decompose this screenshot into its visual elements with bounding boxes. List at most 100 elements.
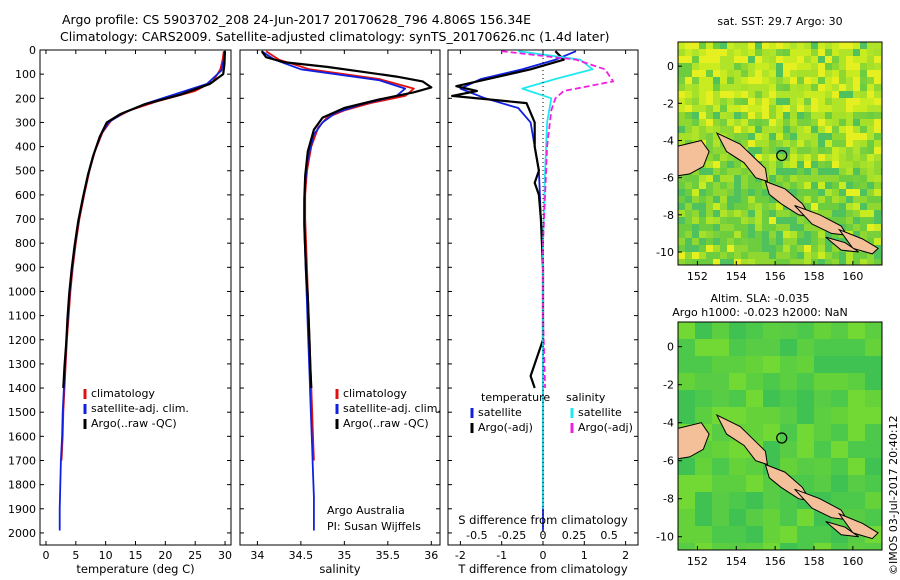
sst-map-cell — [832, 105, 839, 112]
sst-map-cell — [755, 42, 762, 49]
sst-map-cell — [818, 189, 825, 196]
sst-map-cell — [748, 140, 755, 147]
sst-map-cell — [713, 154, 720, 161]
sst-map-cell — [832, 147, 839, 154]
sst-map-cell — [755, 105, 762, 112]
sst-map-cell — [699, 245, 706, 252]
sla-map-cell — [831, 543, 848, 550]
sla-map-cell — [695, 339, 712, 356]
sst-map-cell — [762, 147, 769, 154]
sst-map-cell — [797, 168, 804, 175]
sst-map-cell — [776, 56, 783, 63]
sst-map-cell — [713, 63, 720, 70]
sst-map-cell — [685, 119, 692, 126]
sst-map-cell — [720, 56, 727, 63]
sla-map-cell — [780, 492, 797, 509]
sla-map-cell — [729, 407, 746, 424]
sst-map-cell — [860, 63, 867, 70]
sst-map-cell — [741, 182, 748, 189]
sst-map-cell — [727, 77, 734, 84]
sst-map-cell — [727, 238, 734, 245]
sst-map-cell — [867, 238, 874, 245]
sst-map-cell — [720, 245, 727, 252]
sst-map-cell — [699, 77, 706, 84]
sst-map-cell — [741, 189, 748, 196]
temperature-ytick-label: 200 — [15, 92, 36, 105]
sst-map-cell — [762, 98, 769, 105]
sst-map-cell — [685, 224, 692, 231]
sst-map-cell — [811, 224, 818, 231]
sst-map-cell — [699, 126, 706, 133]
sst-map-cell — [713, 252, 720, 259]
sst-map-cell — [755, 154, 762, 161]
sst-map-cell — [860, 203, 867, 210]
sla-map-cell — [797, 526, 814, 543]
sla-map-cell — [831, 339, 848, 356]
sst-map-cell — [699, 196, 706, 203]
temperature-axes-frame — [39, 49, 232, 546]
sst-map-cell — [776, 168, 783, 175]
sst-map-cell — [846, 70, 853, 77]
sla-map-cell — [831, 407, 848, 424]
sst-map-cell — [706, 245, 713, 252]
sst-map-cell — [867, 182, 874, 189]
sst-map-cell — [811, 154, 818, 161]
sst-map-cell — [874, 133, 881, 140]
sst-map-cell — [804, 231, 811, 238]
sst-map-cell — [804, 224, 811, 231]
sst-map-ytick-label: -10 — [656, 246, 674, 259]
sst-map-cell — [748, 112, 755, 119]
sst-map-cell — [797, 133, 804, 140]
sst-map-cell — [692, 84, 699, 91]
sst-map-cell — [741, 133, 748, 140]
temperature-xtick-label: 5 — [72, 549, 79, 562]
temperature-series-2 — [62, 51, 227, 389]
sst-map-cell — [762, 105, 769, 112]
sst-map-cell — [804, 203, 811, 210]
sst-map-cell — [846, 154, 853, 161]
sst-map-cell — [832, 112, 839, 119]
difference-xlabel: T difference from climatology — [457, 562, 628, 576]
sst-map-cell — [776, 175, 783, 182]
sst-map-cell — [734, 133, 741, 140]
sst-map-cell — [790, 154, 797, 161]
difference-s-tick-label: 0.25 — [562, 529, 587, 542]
sst-map-cell — [727, 252, 734, 259]
sst-map-cell — [832, 42, 839, 49]
sst-map-xtick-label: 156 — [765, 270, 786, 283]
sst-map-cell — [755, 231, 762, 238]
temperature-ytick-label: 1600 — [8, 430, 36, 443]
sst-map-cell — [867, 140, 874, 147]
sst-map-cell — [734, 63, 741, 70]
temperature-xtick-label: 10 — [99, 549, 113, 562]
difference-xtick-label: 2 — [622, 549, 629, 562]
sla-map-landmass — [837, 512, 879, 540]
sst-map-cell — [762, 91, 769, 98]
sst-map-cell — [720, 224, 727, 231]
sst-map-cell — [685, 105, 692, 112]
sst-map-cell — [811, 231, 818, 238]
sst-map-cell — [783, 182, 790, 189]
sst-map-cell — [678, 231, 685, 238]
sst-map-cell — [783, 56, 790, 63]
sst-map-cell — [804, 238, 811, 245]
sst-map-cell — [860, 224, 867, 231]
sst-map-cell — [860, 161, 867, 168]
sst-map-cell — [678, 252, 685, 259]
sla-map-cell — [712, 543, 729, 550]
sst-map-cell — [769, 126, 776, 133]
sst-map-cell — [839, 49, 846, 56]
sst-map-cell — [839, 161, 846, 168]
sla-map-landmass — [715, 413, 769, 466]
sst-map-cell — [783, 84, 790, 91]
sst-map-cell — [692, 105, 699, 112]
sla-map-cell — [763, 390, 780, 407]
sst-map-cell — [811, 70, 818, 77]
sst-map-cell — [713, 119, 720, 126]
sla-map-cell — [831, 356, 848, 373]
sst-map-cell — [678, 189, 685, 196]
sst-map-cell — [706, 49, 713, 56]
sst-map-cell — [818, 203, 825, 210]
sst-map-cell — [825, 175, 832, 182]
sst-map-cell — [846, 140, 853, 147]
